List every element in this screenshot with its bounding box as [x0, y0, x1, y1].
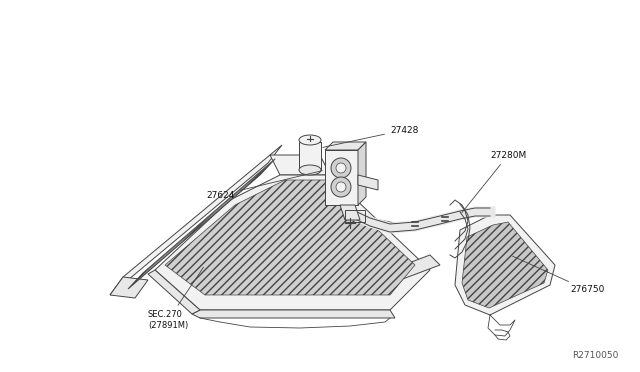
Polygon shape — [390, 255, 440, 280]
Polygon shape — [358, 175, 378, 190]
Circle shape — [336, 163, 346, 173]
Ellipse shape — [299, 135, 321, 145]
Text: 27280M: 27280M — [461, 151, 526, 213]
Circle shape — [331, 158, 351, 178]
Polygon shape — [462, 222, 548, 308]
Ellipse shape — [299, 165, 321, 175]
Text: 276750: 276750 — [513, 256, 604, 295]
Polygon shape — [325, 150, 358, 205]
Polygon shape — [128, 159, 275, 289]
Polygon shape — [165, 180, 415, 295]
Polygon shape — [155, 175, 430, 310]
Polygon shape — [340, 205, 360, 220]
Polygon shape — [110, 145, 282, 295]
Text: SEC.270
(27891M): SEC.270 (27891M) — [148, 267, 204, 330]
Polygon shape — [299, 142, 321, 170]
Polygon shape — [358, 142, 366, 205]
Text: R2710050: R2710050 — [572, 350, 618, 359]
Text: 27624: 27624 — [207, 171, 323, 199]
Circle shape — [331, 177, 351, 197]
Polygon shape — [148, 270, 200, 314]
Polygon shape — [455, 215, 555, 315]
Polygon shape — [270, 155, 330, 175]
Polygon shape — [192, 310, 395, 318]
Text: 27428: 27428 — [323, 125, 419, 147]
Polygon shape — [325, 142, 366, 150]
Circle shape — [336, 182, 346, 192]
Polygon shape — [110, 277, 148, 298]
